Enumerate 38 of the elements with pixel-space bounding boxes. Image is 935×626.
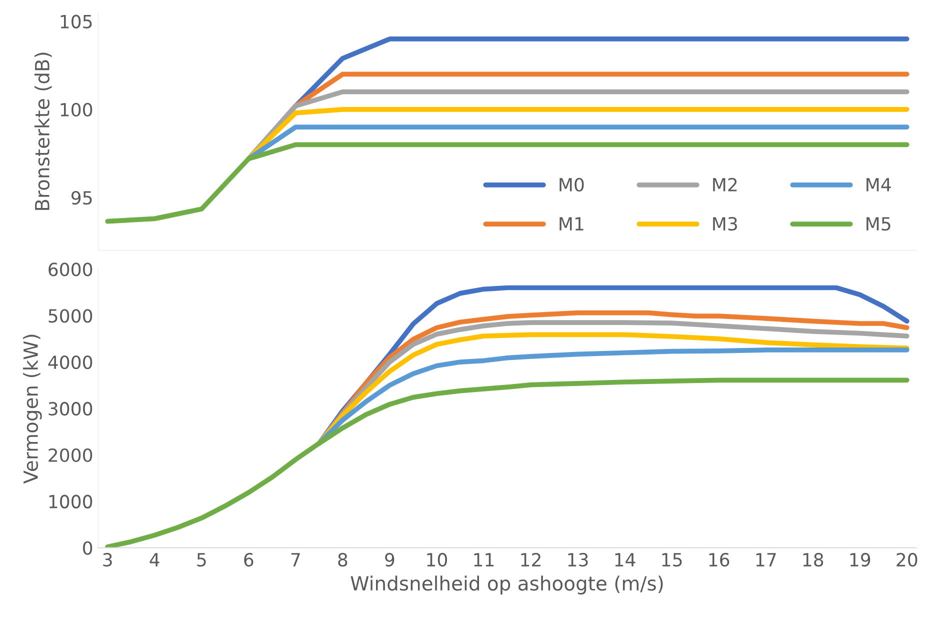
legend-label: M2 — [713, 178, 737, 192]
x-axis-title: Windsnelheid op ashoogte (m/s) — [350, 576, 663, 594]
y-tick-label: 95 — [71, 190, 92, 205]
x-tick-label: 4 — [150, 553, 160, 566]
y-tick-label: 2000 — [48, 448, 92, 462]
x-tick-label: 20 — [896, 552, 918, 567]
x-tick-label: 9 — [385, 552, 394, 567]
x-tick-label: 10 — [427, 552, 447, 567]
y-tick-label: 100 — [60, 102, 92, 117]
y-tick-label: 5000 — [48, 309, 92, 323]
x-tick-label: 8 — [338, 552, 348, 567]
x-tick-label: 7 — [291, 553, 300, 566]
y-tick-label: 1000 — [49, 494, 92, 508]
x-tick-label: 3 — [103, 552, 112, 567]
y-tick-label: 4000 — [48, 355, 92, 370]
legend-label: M1 — [560, 217, 584, 230]
x-tick-label: 11 — [474, 553, 494, 566]
x-tick-label: 19 — [850, 552, 870, 567]
x-tick-label: 15 — [662, 553, 682, 567]
x-tick-label: 13 — [568, 552, 588, 567]
x-tick-label: 16 — [709, 552, 730, 567]
line-series — [105, 378, 910, 548]
y-tick-label: 105 — [60, 14, 92, 28]
x-tick-label: 5 — [197, 553, 206, 567]
y-tick-label: 6000 — [48, 262, 92, 276]
legend-label: M4 — [866, 178, 891, 192]
legend-label: M0 — [560, 178, 584, 192]
y-tick-label: 3000 — [48, 402, 92, 416]
x-tick-label: 6 — [244, 552, 254, 567]
legend-label: M3 — [713, 216, 737, 231]
y-axis-title: Vermogen (kW) — [22, 334, 42, 484]
x-tick-label: 17 — [756, 553, 776, 566]
x-tick-label: 12 — [521, 552, 540, 566]
y-axis-title: Bronsterkte (dB) — [34, 52, 52, 210]
legend-label: M5 — [866, 217, 890, 231]
y-tick-label: 0 — [83, 541, 92, 555]
x-tick-label: 18 — [803, 552, 824, 567]
x-tick-label: 14 — [615, 553, 636, 566]
